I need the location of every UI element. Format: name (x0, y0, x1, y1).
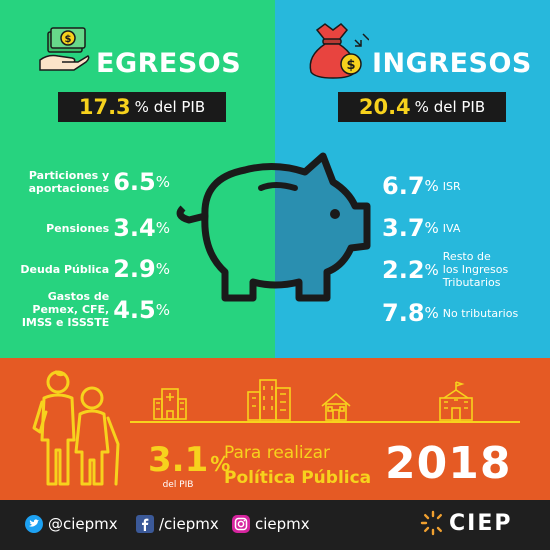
ingresos-item-3-label-line: No tributarios (442, 306, 519, 320)
facebook-link[interactable]: /ciepmx (136, 515, 219, 533)
ingresos-pib-unit: % del PIB (414, 98, 486, 116)
egresos-item-3-value: 4.5 (113, 295, 156, 324)
egresos-item-0: Particiones y aportaciones 6.5 % (10, 168, 170, 196)
svg-text:$: $ (346, 58, 355, 73)
egresos-item-0-value: 6.5 (113, 168, 156, 196)
egresos-item-0-label-line: aportaciones (28, 182, 110, 195)
politica-value: 3.1 (148, 440, 209, 480)
money-bag-icon: $ (303, 20, 370, 80)
ciep-logo-icon (420, 510, 446, 536)
ingresos-item-1-value: 3.7 (382, 214, 425, 242)
politica-line2: Política Pública (224, 468, 372, 488)
ciep-logo-text: CIEP (449, 510, 513, 536)
ingresos-item-0-value: 6.7 (382, 172, 425, 200)
svg-text:$: $ (65, 34, 72, 45)
egresos-item-1: Pensiones 3.4 % (10, 214, 170, 242)
piggy-bank-icon (175, 148, 375, 308)
money-hand-icon: $ (38, 26, 90, 72)
footer-bar (0, 500, 550, 550)
politica-panel (0, 358, 550, 500)
politica-unit: % (210, 452, 231, 476)
egresos-item-0-label-line: Particiones y (28, 169, 110, 182)
facebook-icon (136, 515, 154, 533)
twitter-handle: @ciepmx (48, 515, 118, 533)
egresos-item-2: Deuda Pública 2.9 % (10, 255, 170, 283)
ingresos-item-2-label-line: Tributarios (442, 276, 501, 289)
politica-value-block: 3.1% (148, 440, 230, 480)
egresos-item-1-value: 3.4 (113, 214, 156, 242)
ingresos-pib-box: 20.4 % del PIB (338, 92, 506, 122)
egresos-item-2-value: 2.9 (113, 255, 156, 283)
egresos-title: EGRESOS (96, 48, 242, 79)
facebook-handle: /ciepmx (159, 515, 219, 533)
egresos-item-2-label-line: Deuda Pública (20, 262, 110, 276)
ingresos-title: INGRESOS (372, 48, 532, 79)
ingresos-item-1-unit: % (424, 219, 439, 237)
house-icon (320, 392, 352, 422)
twitter-icon (25, 515, 43, 533)
ingresos-item-0: 6.7 % ISR (382, 172, 461, 200)
politica-value-sub: del PIB (162, 480, 194, 490)
year-label: 2018 (385, 438, 512, 489)
ingresos-item-0-unit: % (424, 177, 439, 195)
ciep-logo: CIEP (420, 510, 512, 536)
buildings-icon (246, 378, 292, 422)
instagram-handle: ciepmx (255, 515, 310, 533)
instagram-link[interactable]: ciepmx (232, 515, 310, 533)
school-icon (436, 380, 476, 422)
ingresos-item-2-value: 2.2 (382, 255, 425, 284)
ingresos-item-2: 2.2 % Resto de los Ingresos Tributarios (382, 250, 508, 289)
ingresos-item-1: 3.7 % IVA (382, 214, 460, 242)
egresos-item-1-unit: % (155, 219, 170, 237)
egresos-item-3-label-line: Gastos de (47, 290, 110, 303)
ingresos-item-0-label-line: ISR (442, 179, 461, 193)
ingresos-item-1-label-line: IVA (442, 221, 461, 235)
egresos-pib-value: 17.3 (78, 95, 131, 119)
egresos-pib-unit: % del PIB (134, 98, 206, 116)
egresos-item-3: Gastos de Pemex, CFE, IMSS e ISSSTE 4.5 … (10, 290, 170, 329)
egresos-item-3-label-line: Pemex, CFE, (32, 303, 110, 316)
egresos-item-0-unit: % (155, 173, 170, 191)
ingresos-item-3-unit: % (424, 304, 439, 322)
egresos-item-1-label-line: Pensiones (46, 221, 110, 235)
instagram-icon (232, 515, 250, 533)
ingresos-item-3: 7.8 % No tributarios (382, 299, 518, 327)
ingresos-item-2-label-line: Resto de (442, 250, 491, 263)
egresos-pib-box: 17.3 % del PIB (58, 92, 226, 122)
hospital-icon (152, 385, 188, 421)
elderly-couple-icon (30, 368, 122, 486)
ingresos-item-3-value: 7.8 (382, 299, 425, 327)
politica-line1: Para realizar (224, 443, 330, 463)
skyline-ground-line (130, 421, 520, 423)
ingresos-item-2-label-line: los Ingresos (442, 263, 509, 276)
ingresos-item-2-unit: % (424, 260, 439, 279)
egresos-item-2-unit: % (155, 260, 170, 278)
twitter-link[interactable]: @ciepmx (25, 515, 118, 533)
egresos-item-3-label-line: IMSS e ISSSTE (21, 316, 110, 329)
egresos-item-3-unit: % (155, 300, 170, 319)
ingresos-pib-value: 20.4 (358, 95, 411, 119)
